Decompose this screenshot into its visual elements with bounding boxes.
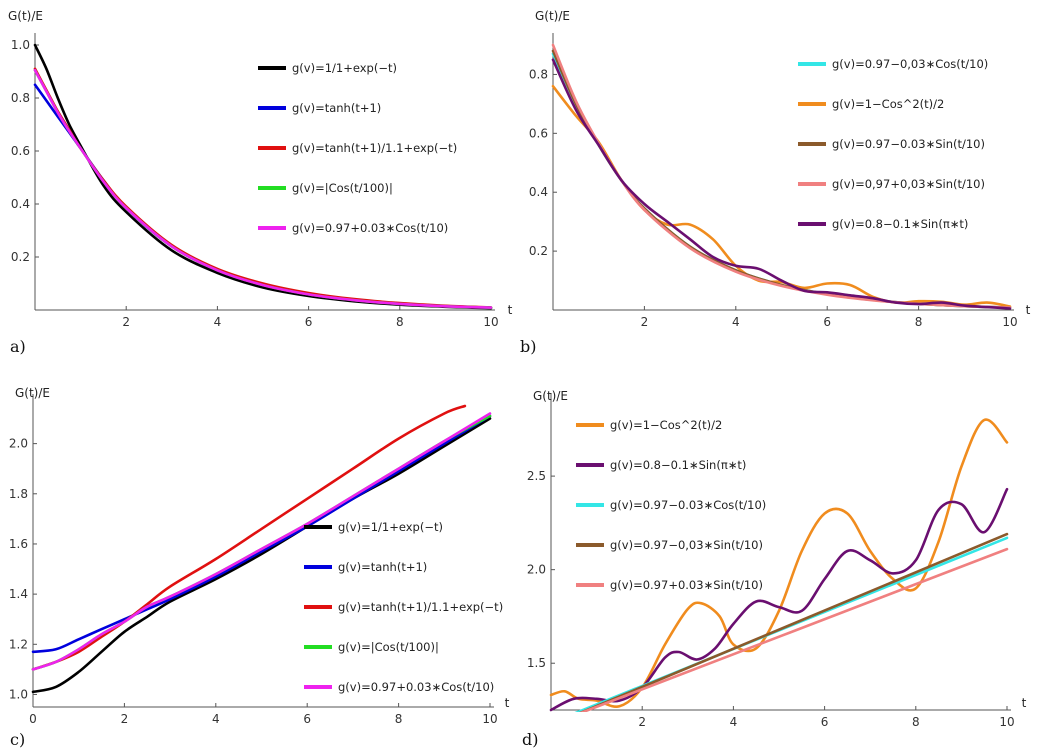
legend-label: g(v)=tanh(t+1) xyxy=(338,560,427,574)
chart-panel-1: 2 4 6 8 10 0.2 0.4 0.6 0.8 G(t)/E t b) g(v)=0.97−0,0… xyxy=(520,9,1031,356)
y-axis-label: G(t)/E xyxy=(8,9,43,23)
x-tick-label: 10 xyxy=(482,712,497,726)
x-tick-label: 2 xyxy=(122,315,130,329)
series-line-4 xyxy=(579,547,1009,712)
legend-label: g(v)=1−Cos^2(t)/2 xyxy=(832,97,944,111)
x-tick-label: 4 xyxy=(212,712,220,726)
y-tick-label: 0.8 xyxy=(529,67,548,81)
x-tick-label: 6 xyxy=(303,712,311,726)
legend-label: g(v)=0.97+0.03∗Cos(t/10) xyxy=(338,680,494,694)
legend-label: g(v)=0.97+0.03∗Cos(t/10) xyxy=(292,221,448,235)
legend-label: g(v)=1−Cos^2(t)/2 xyxy=(610,418,722,432)
legend-label: g(v)=0.97−0.03∗Sin(t/10) xyxy=(832,137,985,151)
legend-label: g(v)=tanh(t+1) xyxy=(292,101,381,115)
panel-letter: a) xyxy=(10,337,26,356)
series-line-1 xyxy=(33,83,493,309)
y-tick-label: 2.0 xyxy=(9,437,28,451)
y-axis-label: G(t)/E xyxy=(535,9,570,23)
x-tick-label: 8 xyxy=(915,315,923,329)
legend-label: g(v)=|Cos(t/100)| xyxy=(292,181,393,195)
y-tick-label: 1.5 xyxy=(527,656,546,670)
legend-label: g(v)=1/1+exp(−t) xyxy=(292,61,397,75)
y-tick-label: 1.6 xyxy=(9,537,28,551)
x-tick-label: 8 xyxy=(912,715,920,729)
legend-label: g(v)=1/1+exp(−t) xyxy=(338,520,443,534)
y-tick-label: 0.2 xyxy=(11,250,30,264)
y-axis-label: G(t)/E xyxy=(533,389,568,403)
x-axis-label: t xyxy=(508,303,513,317)
plot-area xyxy=(33,43,493,310)
x-tick-label: 10 xyxy=(483,315,498,329)
x-tick-label: 4 xyxy=(214,315,222,329)
series-line-4 xyxy=(33,68,493,309)
series-line-1 xyxy=(31,414,492,654)
x-tick-label: 8 xyxy=(396,315,404,329)
legend-label: g(v)=0.97−0,03∗Sin(t/10) xyxy=(610,538,763,552)
x-tick-label: 0 xyxy=(29,712,37,726)
legend-label: g(v)=0.97+0.03∗Sin(t/10) xyxy=(610,578,763,592)
series-line-4 xyxy=(551,58,1012,310)
x-tick-label: 2 xyxy=(121,712,129,726)
series-line-4 xyxy=(31,412,492,671)
y-tick-label: 0.6 xyxy=(11,144,30,158)
legend-label: g(v)=0.97−0,03∗Cos(t/10) xyxy=(832,57,988,71)
x-tick-label: 8 xyxy=(395,712,403,726)
x-tick-label: 6 xyxy=(823,315,831,329)
x-tick-label: 10 xyxy=(999,715,1014,729)
x-axis-label: t xyxy=(1022,696,1027,710)
legend-label: g(v)=0.8−0.1∗Sin(π∗t) xyxy=(610,458,746,472)
chart-panel-3: 2 4 6 8 10 1.5 2.0 2.5 G(t)/E t d) g(v)=1−Cos^2(t)/… xyxy=(522,389,1027,749)
y-tick-label: 1.2 xyxy=(9,637,28,651)
legend-label: g(v)=tanh(t+1)/1.1+exp(−t) xyxy=(292,141,457,155)
series-line-0 xyxy=(33,43,493,310)
plot-area xyxy=(549,418,1009,712)
y-tick-label: 2.5 xyxy=(527,469,546,483)
legend-label: g(v)=0.8−0.1∗Sin(π∗t) xyxy=(832,217,968,231)
series-line-0 xyxy=(31,417,492,694)
y-tick-label: 0.4 xyxy=(11,197,30,211)
series-line-2 xyxy=(31,404,467,671)
y-tick-label: 0.2 xyxy=(529,244,548,258)
y-tick-label: 1.0 xyxy=(11,38,30,52)
series-line-3 xyxy=(579,532,1009,712)
x-tick-label: 2 xyxy=(641,315,649,329)
chart-panel-0: 2 4 6 8 10 0.2 0.4 0.6 0.8 1.0 G(t)/E t a) g(v)=1/1+e… xyxy=(8,9,513,356)
x-axis-label: t xyxy=(505,696,510,710)
series-line-1 xyxy=(551,84,1012,308)
x-tick-label: 10 xyxy=(1002,315,1017,329)
plot-area xyxy=(551,43,1012,310)
y-tick-label: 1.4 xyxy=(9,587,28,601)
chart-panel-2: 0 2 4 6 8 10 1.0 1.2 1.4 1.6 1.8 2.0 G(t)/E t c) g(v)=1… xyxy=(9,386,510,749)
legend-label: g(v)=tanh(t+1)/1.1+exp(−t) xyxy=(338,600,503,614)
x-axis-label: t xyxy=(1026,303,1031,317)
y-axis-label: G(t)/E xyxy=(15,386,50,400)
legend-label: g(v)=0.97−0.03∗Cos(t/10) xyxy=(610,498,766,512)
series-line-0 xyxy=(549,418,1009,709)
x-tick-label: 2 xyxy=(638,715,646,729)
legend-label: g(v)=0,97+0,03∗Sin(t/10) xyxy=(832,177,985,191)
x-tick-label: 6 xyxy=(821,715,829,729)
panel-letter: b) xyxy=(520,337,536,356)
x-tick-label: 4 xyxy=(732,315,740,329)
panel-letter: d) xyxy=(522,730,538,749)
y-tick-label: 0.8 xyxy=(11,91,30,105)
y-tick-label: 0.6 xyxy=(529,126,548,140)
plot-area xyxy=(31,404,492,694)
y-tick-label: 1.8 xyxy=(9,487,28,501)
y-tick-label: 1.0 xyxy=(9,687,28,701)
legend-label: g(v)=|Cos(t/100)| xyxy=(338,640,439,654)
y-tick-label: 2.0 xyxy=(527,563,546,577)
y-tick-label: 0.4 xyxy=(529,185,548,199)
x-tick-label: 4 xyxy=(730,715,738,729)
x-tick-label: 6 xyxy=(305,315,313,329)
panel-letter: c) xyxy=(10,730,25,749)
series-line-1 xyxy=(549,487,1009,712)
